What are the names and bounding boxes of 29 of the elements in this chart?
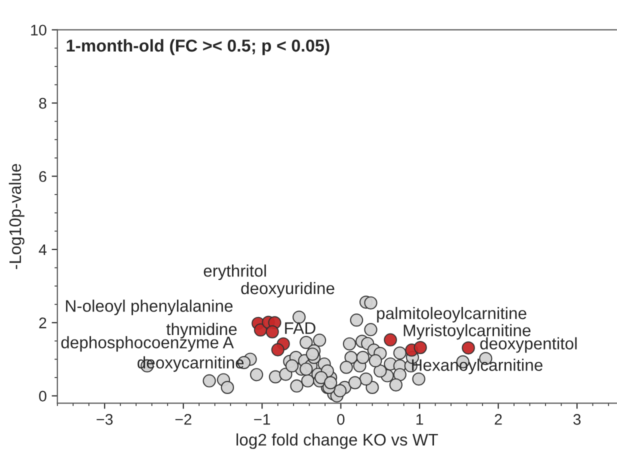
point [414, 340, 427, 354]
text: 1-month-old (FC >< 0.5; p < 0.05) [66, 39, 330, 56]
point [384, 333, 397, 346]
x-tick-label: −2 [175, 414, 192, 425]
y-axis-title: -Log10p-value [8, 164, 24, 270]
x-tick-label: −1 [254, 414, 270, 425]
annotation: thymidine [166, 322, 237, 338]
y-tick-label: 10 [31, 24, 46, 36]
point [271, 343, 284, 356]
annotation: deoxyuridine [241, 282, 334, 298]
point [266, 325, 279, 338]
x-tick-label: 1 [416, 414, 424, 425]
y-tick-label: 6 [39, 171, 46, 182]
x-tick-label: 0 [337, 414, 344, 425]
point [462, 341, 475, 354]
x-tick-label: 2 [494, 414, 502, 425]
y-tick-label: 4 [38, 244, 47, 255]
x-axis-title: log2 fold change KO vs WT [236, 433, 438, 449]
x-tick-label: 3 [573, 414, 581, 425]
annotation: FAD [285, 322, 316, 334]
point [254, 323, 268, 337]
y-tick-label: 2 [39, 318, 46, 328]
y-tick-label: 8 [39, 98, 46, 109]
annotation: erythritol [204, 264, 266, 280]
annotation: N-oleoyl phenylalanine [66, 300, 233, 316]
x-tick-label: −3 [96, 414, 113, 425]
annotation: dephosphocoenzyme A [61, 336, 234, 352]
y-tick-label: 0 [39, 390, 46, 402]
annotation: palmitoleoylcarnitine [377, 306, 526, 322]
